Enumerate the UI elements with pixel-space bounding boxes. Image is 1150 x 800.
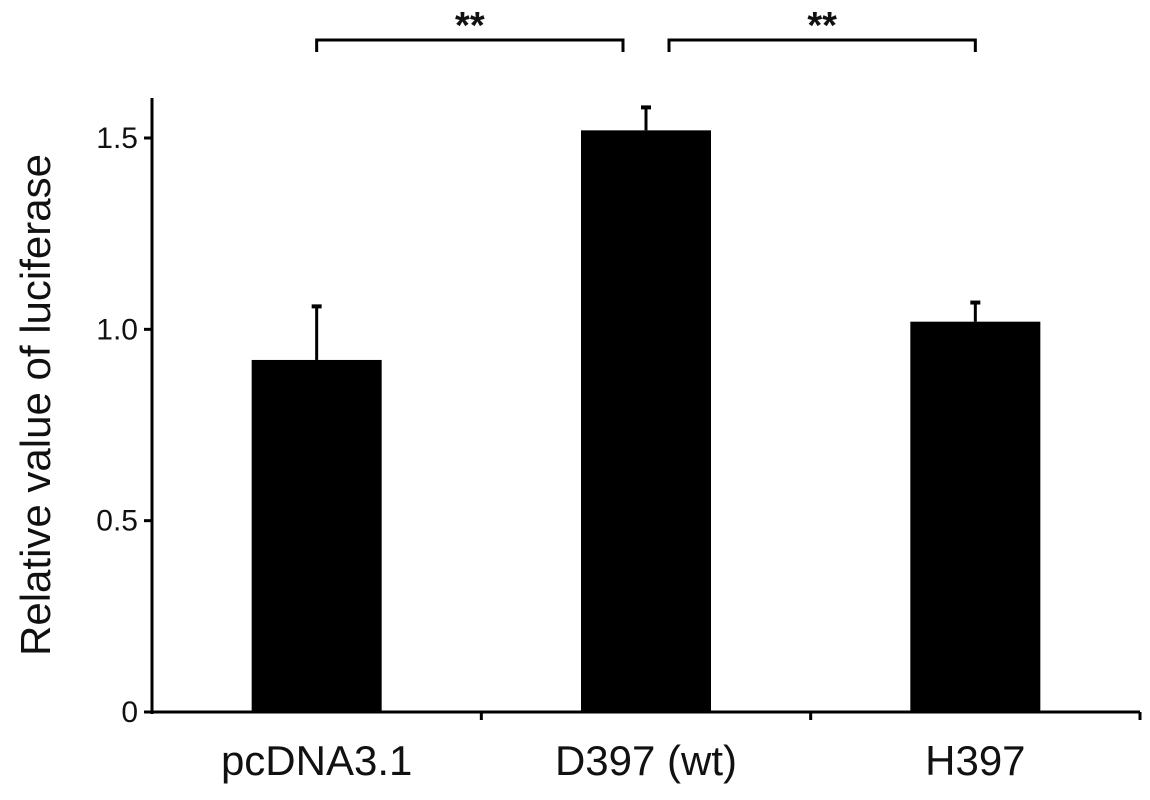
x-tick-label-0: pcDNA3.1 — [221, 737, 412, 784]
bar-2 — [910, 321, 1041, 712]
y-tick-label-1: 0.5 — [96, 505, 138, 538]
significance-bracket-0 — [315, 38, 625, 52]
y-tick-label-2: 1.0 — [96, 313, 138, 346]
significance-label-0: ** — [455, 5, 485, 47]
bars-group — [251, 130, 1041, 712]
y-tick-label-0: 0 — [121, 696, 138, 729]
y-tick-label-3: 1.5 — [96, 122, 138, 155]
significance-bracket-1 — [667, 38, 977, 52]
x-tick-label-2: H397 — [925, 737, 1025, 784]
bar-1 — [581, 130, 711, 712]
significance-label-1: ** — [807, 5, 837, 47]
error-bars-group — [311, 105, 981, 360]
axes-group: 0 0.5 1.0 1.5 pcDNA3.1 D397 (wt) H397 — [96, 98, 1142, 784]
y-axis-title: Relative value of luciferase — [12, 154, 59, 656]
significance-group: ** ** — [315, 5, 977, 52]
x-tick-label-1: D397 (wt) — [555, 737, 737, 784]
bar-0 — [251, 359, 382, 712]
